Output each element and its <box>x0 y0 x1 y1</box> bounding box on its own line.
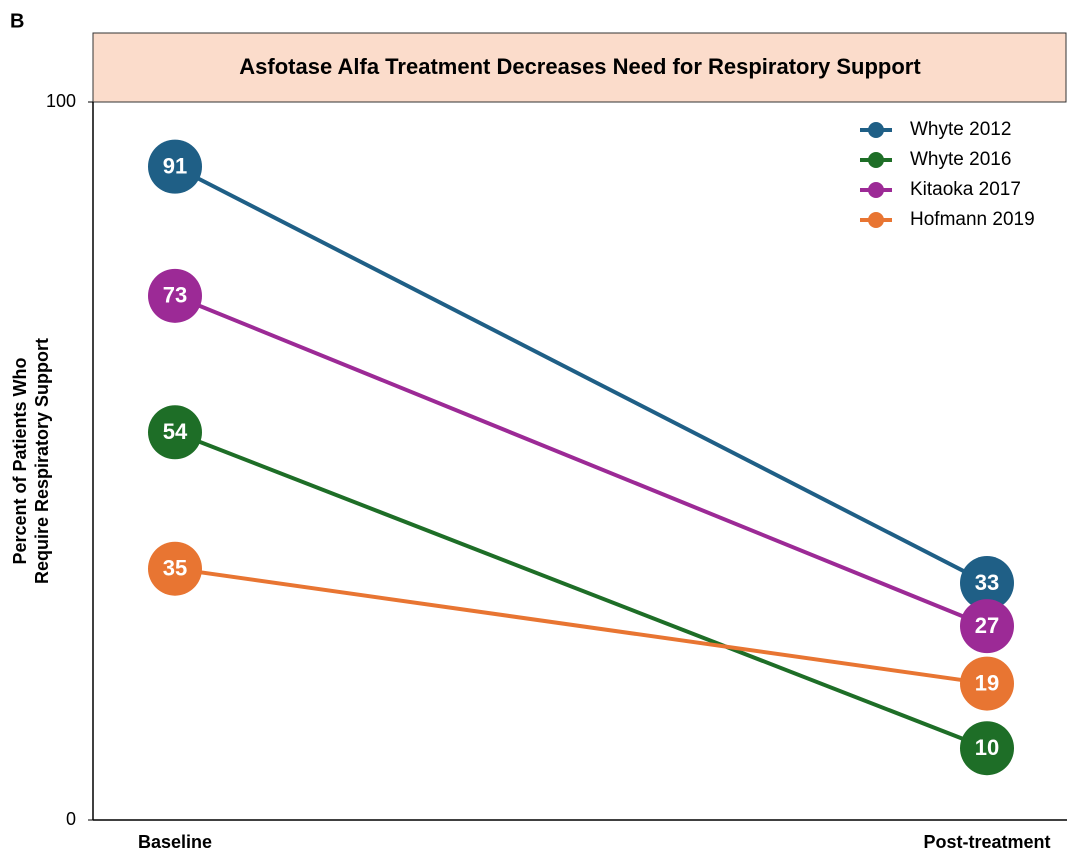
data-label: 27 <box>975 613 999 638</box>
chart-title: Asfotase Alfa Treatment Decreases Need f… <box>239 54 921 79</box>
point <box>960 556 1014 611</box>
legend-marker <box>868 152 884 168</box>
x-tick-label: Baseline <box>138 832 212 852</box>
legend-label: Hofmann 2019 <box>910 209 1035 230</box>
series-line <box>174 294 988 628</box>
y-axis-label: Percent of Patients Who Require Respirat… <box>10 338 52 584</box>
legend-marker <box>868 212 884 228</box>
point <box>148 541 202 596</box>
legend-label: Whyte 2012 <box>910 119 1011 140</box>
legend-label: Whyte 2016 <box>910 149 1011 170</box>
series-line <box>174 566 988 686</box>
point <box>960 599 1014 654</box>
title-box <box>92 32 1067 103</box>
data-label: 73 <box>163 283 187 308</box>
data-label: 54 <box>163 419 188 444</box>
legend-marker <box>868 122 884 138</box>
point <box>148 405 202 460</box>
data-label: 10 <box>975 735 999 760</box>
y-tick-label: 0 <box>66 809 76 829</box>
legend-marker <box>868 182 884 198</box>
y-tick-label: 100 <box>46 91 76 111</box>
y-axis-label-line: Require Respiratory Support <box>32 338 52 584</box>
legend-label: Kitaoka 2017 <box>910 179 1021 200</box>
data-label: 19 <box>975 670 999 695</box>
y-axis-label-line: Percent of Patients Who <box>10 357 30 564</box>
series-line <box>174 164 988 585</box>
point <box>148 268 202 323</box>
data-label: 33 <box>975 570 999 595</box>
data-label: 91 <box>163 153 187 178</box>
point <box>960 721 1014 776</box>
data-label: 35 <box>163 556 187 581</box>
x-tick-label: Post-treatment <box>923 832 1050 852</box>
point <box>148 139 202 194</box>
series-line <box>174 430 988 751</box>
panel-label: B <box>10 10 24 32</box>
point <box>960 656 1014 711</box>
